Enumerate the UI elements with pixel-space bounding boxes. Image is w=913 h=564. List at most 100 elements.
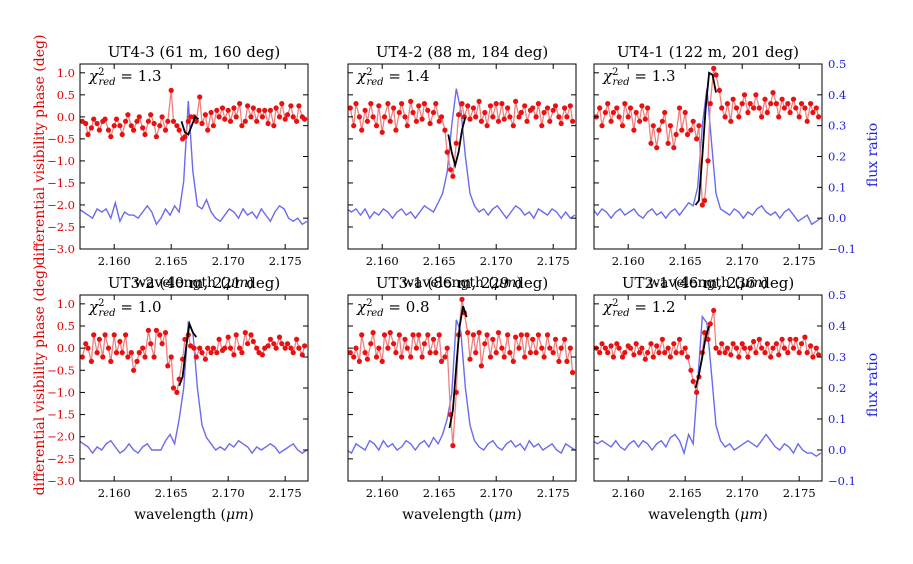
phase-point [556, 358, 562, 364]
chi2-annotation: χ2 red = 1.3 [602, 67, 676, 88]
phase-point [544, 332, 551, 338]
phase-point [627, 345, 634, 351]
phase-point [117, 338, 123, 345]
chi2-annotation: χ2 red = 0.8 [356, 298, 430, 319]
phase-point [376, 345, 382, 351]
phase-point [259, 114, 265, 120]
phase-point [254, 118, 260, 124]
phase-point [245, 103, 251, 109]
phase-point [756, 336, 762, 342]
phase-point [793, 105, 799, 111]
phase-point [111, 123, 117, 129]
phase-point [616, 345, 622, 351]
x-tick-label: 2.175 [269, 486, 302, 500]
panel-title: UT2-1 (46 m, 236 deg) [622, 274, 794, 292]
phase-point [679, 350, 685, 356]
x-axis-label-unit: μm [740, 275, 762, 291]
phase-point [381, 114, 388, 120]
phase-point [716, 87, 723, 93]
phase-point [353, 101, 359, 107]
phase-point [430, 109, 437, 116]
phase-point [762, 96, 768, 102]
phase-point [473, 350, 479, 356]
phase-point [719, 341, 725, 347]
phase-point [544, 105, 551, 111]
phase-point [370, 114, 376, 120]
phase-point [108, 358, 114, 364]
phase-point [233, 332, 239, 338]
phase-point [513, 334, 519, 340]
chi2-superscript: 2 [98, 67, 104, 78]
y-tick-label: −2.0 [47, 430, 75, 444]
phase-point [608, 118, 614, 124]
phase-point [117, 123, 123, 129]
phase-point [208, 350, 214, 356]
x-tick-label: 2.170 [726, 254, 759, 268]
phase-point [408, 354, 414, 360]
phase-point [751, 105, 757, 111]
phase-point [134, 118, 140, 124]
phase-point [119, 350, 125, 356]
phase-point [484, 332, 490, 338]
panel-title: UT3-1 (86 m, 229 deg) [376, 274, 548, 292]
phase-point [299, 352, 305, 358]
right-ylabel-top: flux ratio [865, 123, 881, 187]
model-curve [447, 116, 467, 169]
phase-point [456, 112, 462, 118]
phase-point [168, 87, 174, 93]
x-axis-label: wavelength (μm) [648, 507, 768, 523]
plot-area [594, 65, 822, 226]
phase-point [622, 350, 628, 356]
phase-point [530, 336, 536, 342]
phase-point [642, 116, 648, 122]
phase-point [690, 118, 696, 124]
phase-point [174, 389, 180, 395]
x-tick-label: 2.160 [366, 486, 399, 500]
chi2-subscript: red [98, 308, 115, 319]
phase-point [105, 127, 112, 133]
phase-point [570, 118, 576, 124]
phase-point [105, 345, 112, 351]
phase-point [88, 358, 94, 364]
phase-point [605, 350, 611, 356]
phase-point [639, 345, 645, 351]
phase-point [197, 345, 203, 351]
x-tick-label: 2.165 [669, 254, 702, 268]
chi2-subscript: red [98, 77, 115, 88]
phase-point [645, 105, 651, 111]
phase-point [688, 127, 694, 133]
phase-point [288, 103, 294, 109]
plot-frame [79, 63, 309, 250]
phase-point [470, 105, 476, 111]
phase-point [779, 96, 785, 102]
phase-point [690, 378, 696, 384]
chi2-equals: = [116, 298, 138, 316]
phase-point [785, 101, 791, 107]
phase-point [88, 125, 94, 131]
phase-point [605, 101, 611, 107]
x-axis-label-unit: μm [494, 275, 516, 291]
model-curve [180, 115, 200, 136]
phase-point [193, 118, 199, 124]
phase-point [165, 363, 171, 369]
phase-point [148, 112, 154, 118]
phase-point [80, 354, 85, 360]
phase-point [570, 369, 576, 376]
chi2-value: 1.3 [138, 67, 162, 85]
phase-point [248, 114, 254, 120]
y-tick-label: 1.0 [57, 297, 75, 311]
x-axis-label: wavelength (μm) [648, 275, 768, 291]
phase-point [622, 101, 628, 107]
phase-point [91, 116, 97, 122]
phase-point [499, 101, 505, 107]
panels: UT4-3 (61 m, 160 deg)χ2 red = 1.32.160 2.1… [47, 43, 856, 523]
phase-point [790, 96, 797, 102]
x-axis-label-unit: μm [494, 507, 516, 523]
phase-point [368, 101, 374, 107]
plot-area [80, 320, 308, 455]
right-tick-label: 0.2 [828, 150, 846, 164]
chi2-value: 1.0 [138, 298, 162, 316]
phase-point [637, 350, 643, 356]
phase-point [381, 332, 388, 338]
phase-point [279, 341, 285, 347]
